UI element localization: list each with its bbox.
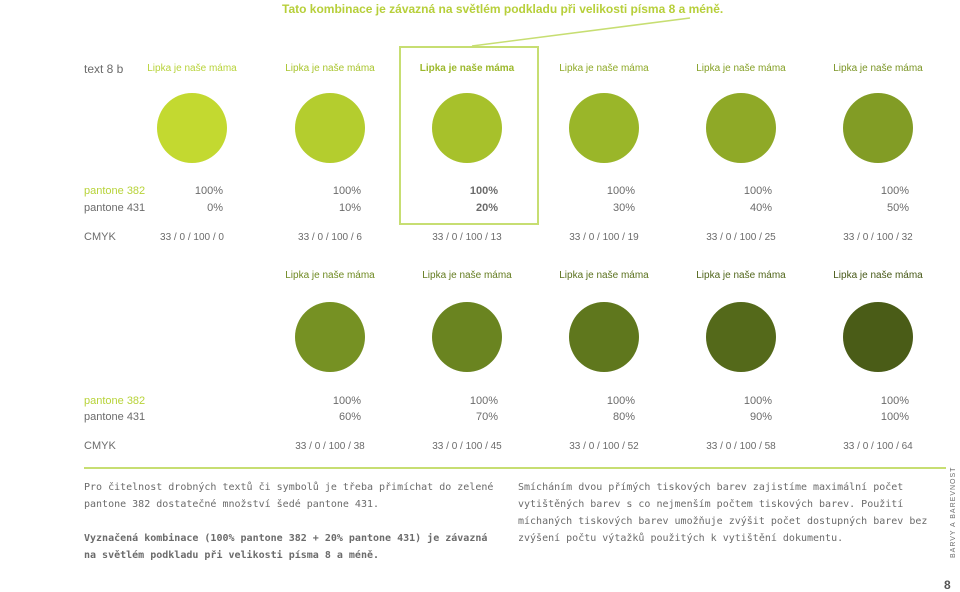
row2-sample-text-1: Lipka je naše máma: [285, 270, 375, 281]
row2-sample-text-2: Lipka je naše máma: [422, 270, 512, 281]
row1-swatch-6: [843, 93, 913, 163]
pantone-382-label-2: pantone 382: [84, 395, 146, 407]
cmyk-label-2: CMYK: [84, 440, 116, 452]
highlight-box: [399, 46, 539, 225]
row2-pantone-431-value-4: 90%: [749, 411, 772, 423]
row2-pantone-382-value-4: 100%: [743, 395, 772, 407]
text-row-label: text 8 b: [84, 62, 124, 76]
row2-pantone-431-value-5: 100%: [880, 411, 909, 423]
row1-pantone-382-value-4: 100%: [606, 185, 635, 197]
row1-pantone-431-value-2: 10%: [338, 202, 361, 214]
row1-sample-text-4: Lipka je naše máma: [559, 63, 649, 74]
row1-pantone-431-value-4: 30%: [612, 202, 635, 214]
text-column-right: Smícháním dvou přímých tiskových barev z…: [518, 479, 932, 547]
row1-sample-text-2: Lipka je naše máma: [285, 63, 375, 74]
pantone-431-label-2: pantone 431: [84, 411, 146, 423]
row1-swatch-2: [295, 93, 365, 163]
row1-swatch-3: [432, 93, 502, 163]
row1-sample-text-1: Lipka je naše máma: [147, 63, 237, 74]
right-paragraph-1: Smícháním dvou přímých tiskových barev z…: [518, 482, 928, 544]
row1-cmyk-value-6: 33 / 0 / 100 / 32: [843, 232, 913, 243]
row2-pantone-382-value-1: 100%: [332, 395, 361, 407]
row1-sample-text-3: Lipka je naše máma: [419, 63, 515, 74]
left-paragraph-1: Pro čitelnost drobných textů či symbolů …: [84, 482, 494, 510]
page-number: 8: [944, 578, 951, 592]
row1-pantone-382-value-6: 100%: [880, 185, 909, 197]
row1-sample-text-6: Lipka je naše máma: [833, 63, 923, 74]
row2-sample-text-4: Lipka je naše máma: [696, 270, 786, 281]
text-column-left: Pro čitelnost drobných textů či symbolů …: [84, 479, 494, 564]
row2-sample-text-5: Lipka je naše máma: [833, 270, 923, 281]
row1-pantone-431-value-5: 40%: [749, 202, 772, 214]
divider: [84, 467, 946, 469]
cmyk-label: CMYK: [84, 231, 116, 243]
row2-pantone-431-value-1: 60%: [338, 411, 361, 423]
row2-swatch-4: [706, 302, 776, 372]
row2-cmyk-value-1: 33 / 0 / 100 / 38: [295, 441, 365, 452]
row1-sample-text-5: Lipka je naše máma: [696, 63, 786, 74]
row1-pantone-382-value-3: 100%: [469, 185, 498, 197]
row2-pantone-431-value-3: 80%: [612, 411, 635, 423]
left-paragraph-2: Vyznačená kombinace (100% pantone 382 + …: [84, 533, 488, 561]
row2-cmyk-value-2: 33 / 0 / 100 / 45: [432, 441, 502, 452]
row2-swatch-3: [569, 302, 639, 372]
section-side-label: BARVY A BAREVNOST: [950, 466, 957, 558]
row1-pantone-382-value-2: 100%: [332, 185, 361, 197]
row1-cmyk-value-4: 33 / 0 / 100 / 19: [569, 232, 639, 243]
row1-cmyk-value-1: 33 / 0 / 100 / 0: [160, 232, 224, 243]
row2-cmyk-value-5: 33 / 0 / 100 / 64: [843, 441, 913, 452]
row2-pantone-431-value-2: 70%: [475, 411, 498, 423]
row1-swatch-5: [706, 93, 776, 163]
row2-swatch-2: [432, 302, 502, 372]
row2-sample-text-3: Lipka je naše máma: [559, 270, 649, 281]
row2-pantone-382-value-5: 100%: [880, 395, 909, 407]
pantone-431-label: pantone 431: [84, 202, 146, 214]
row1-pantone-382-value-1: 100%: [194, 185, 223, 197]
row1-cmyk-value-3: 33 / 0 / 100 / 13: [432, 232, 502, 243]
row2-swatch-1: [295, 302, 365, 372]
pantone-382-label: pantone 382: [84, 185, 146, 197]
row2-cmyk-value-3: 33 / 0 / 100 / 52: [569, 441, 639, 452]
row1-pantone-431-value-6: 50%: [886, 202, 909, 214]
row2-pantone-382-value-3: 100%: [606, 395, 635, 407]
row2-cmyk-value-4: 33 / 0 / 100 / 58: [706, 441, 776, 452]
row1-cmyk-value-2: 33 / 0 / 100 / 6: [298, 232, 362, 243]
row1-cmyk-value-5: 33 / 0 / 100 / 25: [706, 232, 776, 243]
row1-swatch-1: [157, 93, 227, 163]
row2-pantone-382-value-2: 100%: [469, 395, 498, 407]
row2-swatch-5: [843, 302, 913, 372]
row1-pantone-431-value-1: 0%: [207, 202, 223, 214]
row1-pantone-382-value-5: 100%: [743, 185, 772, 197]
connector-line: [471, 17, 691, 47]
row1-swatch-4: [569, 93, 639, 163]
top-note: Tato kombinace je závazná na světlém pod…: [282, 2, 724, 16]
row1-pantone-431-value-3: 20%: [475, 202, 498, 214]
